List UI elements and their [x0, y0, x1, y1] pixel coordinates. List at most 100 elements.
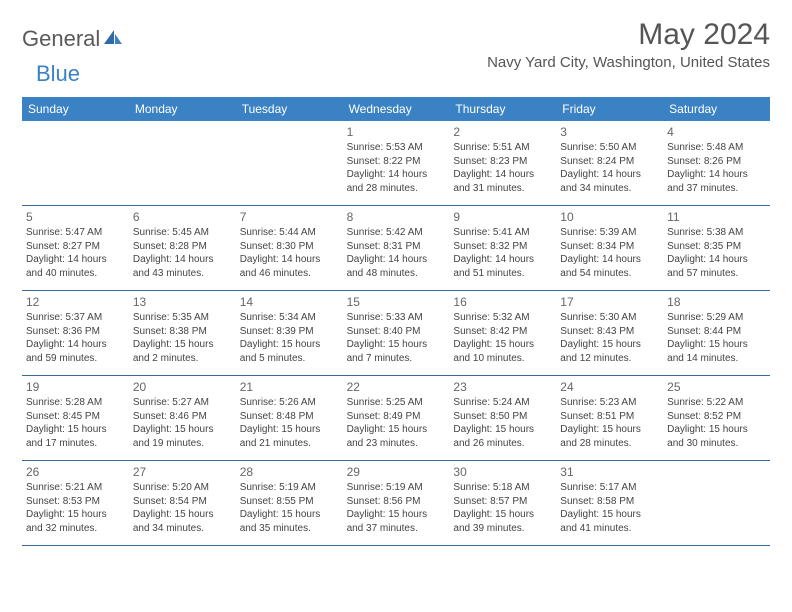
sunset-text: Sunset: 8:22 PM — [347, 155, 446, 169]
daylight-text: Daylight: 14 hours — [133, 253, 232, 267]
sunset-text: Sunset: 8:24 PM — [560, 155, 659, 169]
sunrise-text: Sunrise: 5:28 AM — [26, 396, 125, 410]
sunrise-text: Sunrise: 5:19 AM — [240, 481, 339, 495]
sunset-text: Sunset: 8:50 PM — [453, 410, 552, 424]
sunrise-text: Sunrise: 5:37 AM — [26, 311, 125, 325]
week-row: 5Sunrise: 5:47 AMSunset: 8:27 PMDaylight… — [22, 206, 770, 291]
dayhead-monday: Monday — [129, 97, 236, 121]
daylight-text: and 26 minutes. — [453, 437, 552, 451]
week-row: 12Sunrise: 5:37 AMSunset: 8:36 PMDayligh… — [22, 291, 770, 376]
day-cell: 16Sunrise: 5:32 AMSunset: 8:42 PMDayligh… — [449, 291, 556, 375]
day-cell — [663, 461, 770, 545]
day-number: 21 — [240, 380, 339, 394]
dayhead-saturday: Saturday — [663, 97, 770, 121]
daylight-text: and 14 minutes. — [667, 352, 766, 366]
day-number: 18 — [667, 295, 766, 309]
sunrise-text: Sunrise: 5:24 AM — [453, 396, 552, 410]
sunrise-text: Sunrise: 5:34 AM — [240, 311, 339, 325]
daylight-text: and 54 minutes. — [560, 267, 659, 281]
daylight-text: and 57 minutes. — [667, 267, 766, 281]
day-cell: 6 Sunrise: 5:45 AMSunset: 8:28 PMDaylight… — [129, 206, 236, 290]
daylight-text: and 41 minutes. — [560, 522, 659, 536]
day-number: 20 — [133, 380, 232, 394]
daylight-text: and 10 minutes. — [453, 352, 552, 366]
daylight-text: Daylight: 15 hours — [453, 508, 552, 522]
sunrise-text: Sunrise: 5:41 AM — [453, 226, 552, 240]
day-number: 4 — [667, 125, 766, 139]
month-title: May 2024 — [487, 18, 770, 52]
day-cell: 27Sunrise: 5:20 AMSunset: 8:54 PMDayligh… — [129, 461, 236, 545]
daylight-text: Daylight: 15 hours — [667, 338, 766, 352]
sunset-text: Sunset: 8:52 PM — [667, 410, 766, 424]
sunset-text: Sunset: 8:57 PM — [453, 495, 552, 509]
day-cell: 3Sunrise: 5:50 AMSunset: 8:24 PMDaylight… — [556, 121, 663, 205]
sunrise-text: Sunrise: 5:39 AM — [560, 226, 659, 240]
daylight-text: Daylight: 15 hours — [667, 423, 766, 437]
day-cell: 31Sunrise: 5:17 AMSunset: 8:58 PMDayligh… — [556, 461, 663, 545]
weeks-container: 1Sunrise: 5:53 AMSunset: 8:22 PMDaylight… — [22, 121, 770, 546]
day-number: 2 — [453, 125, 552, 139]
sunset-text: Sunset: 8:28 PM — [133, 240, 232, 254]
day-cell: 15Sunrise: 5:33 AMSunset: 8:40 PMDayligh… — [343, 291, 450, 375]
daylight-text: Daylight: 14 hours — [240, 253, 339, 267]
daylight-text: Daylight: 15 hours — [560, 423, 659, 437]
sunset-text: Sunset: 8:54 PM — [133, 495, 232, 509]
daylight-text: Daylight: 14 hours — [453, 168, 552, 182]
sunrise-text: Sunrise: 5:42 AM — [347, 226, 446, 240]
day-number: 16 — [453, 295, 552, 309]
day-number: 26 — [26, 465, 125, 479]
week-row: 26Sunrise: 5:21 AMSunset: 8:53 PMDayligh… — [22, 461, 770, 546]
daylight-text: Daylight: 15 hours — [133, 508, 232, 522]
daylight-text: and 17 minutes. — [26, 437, 125, 451]
daylight-text: Daylight: 15 hours — [347, 338, 446, 352]
daylight-text: and 19 minutes. — [133, 437, 232, 451]
day-cell: 18Sunrise: 5:29 AMSunset: 8:44 PMDayligh… — [663, 291, 770, 375]
day-cell: 12Sunrise: 5:37 AMSunset: 8:36 PMDayligh… — [22, 291, 129, 375]
sunset-text: Sunset: 8:23 PM — [453, 155, 552, 169]
sunset-text: Sunset: 8:26 PM — [667, 155, 766, 169]
logo-text-general: General — [22, 26, 100, 52]
day-cell: 2Sunrise: 5:51 AMSunset: 8:23 PMDaylight… — [449, 121, 556, 205]
daylight-text: Daylight: 14 hours — [26, 338, 125, 352]
daylight-text: Daylight: 14 hours — [667, 253, 766, 267]
sunset-text: Sunset: 8:53 PM — [26, 495, 125, 509]
day-cell: 29Sunrise: 5:19 AMSunset: 8:56 PMDayligh… — [343, 461, 450, 545]
sunrise-text: Sunrise: 5:45 AM — [133, 226, 232, 240]
sunrise-text: Sunrise: 5:23 AM — [560, 396, 659, 410]
day-number: 11 — [667, 210, 766, 224]
day-cell: 20Sunrise: 5:27 AMSunset: 8:46 PMDayligh… — [129, 376, 236, 460]
day-number: 14 — [240, 295, 339, 309]
day-number: 28 — [240, 465, 339, 479]
day-number: 17 — [560, 295, 659, 309]
daylight-text: and 5 minutes. — [240, 352, 339, 366]
daylight-text: Daylight: 14 hours — [667, 168, 766, 182]
day-number: 3 — [560, 125, 659, 139]
daylight-text: and 43 minutes. — [133, 267, 232, 281]
sunset-text: Sunset: 8:39 PM — [240, 325, 339, 339]
sunset-text: Sunset: 8:38 PM — [133, 325, 232, 339]
day-number: 10 — [560, 210, 659, 224]
sunset-text: Sunset: 8:49 PM — [347, 410, 446, 424]
day-number: 9 — [453, 210, 552, 224]
sunset-text: Sunset: 8:44 PM — [667, 325, 766, 339]
day-number: 23 — [453, 380, 552, 394]
day-number: 13 — [133, 295, 232, 309]
sunrise-text: Sunrise: 5:32 AM — [453, 311, 552, 325]
sunset-text: Sunset: 8:46 PM — [133, 410, 232, 424]
dayhead-thursday: Thursday — [449, 97, 556, 121]
day-cell: 8Sunrise: 5:42 AMSunset: 8:31 PMDaylight… — [343, 206, 450, 290]
sunset-text: Sunset: 8:45 PM — [26, 410, 125, 424]
daylight-text: Daylight: 15 hours — [347, 423, 446, 437]
daylight-text: and 23 minutes. — [347, 437, 446, 451]
daylight-text: and 34 minutes. — [560, 182, 659, 196]
daylight-text: and 40 minutes. — [26, 267, 125, 281]
sunrise-text: Sunrise: 5:17 AM — [560, 481, 659, 495]
day-number: 6 — [133, 210, 232, 224]
sunrise-text: Sunrise: 5:30 AM — [560, 311, 659, 325]
daylight-text: and 28 minutes. — [560, 437, 659, 451]
daylight-text: and 48 minutes. — [347, 267, 446, 281]
day-number: 8 — [347, 210, 446, 224]
dayhead-wednesday: Wednesday — [343, 97, 450, 121]
day-cell: 5Sunrise: 5:47 AMSunset: 8:27 PMDaylight… — [22, 206, 129, 290]
sunrise-text: Sunrise: 5:47 AM — [26, 226, 125, 240]
